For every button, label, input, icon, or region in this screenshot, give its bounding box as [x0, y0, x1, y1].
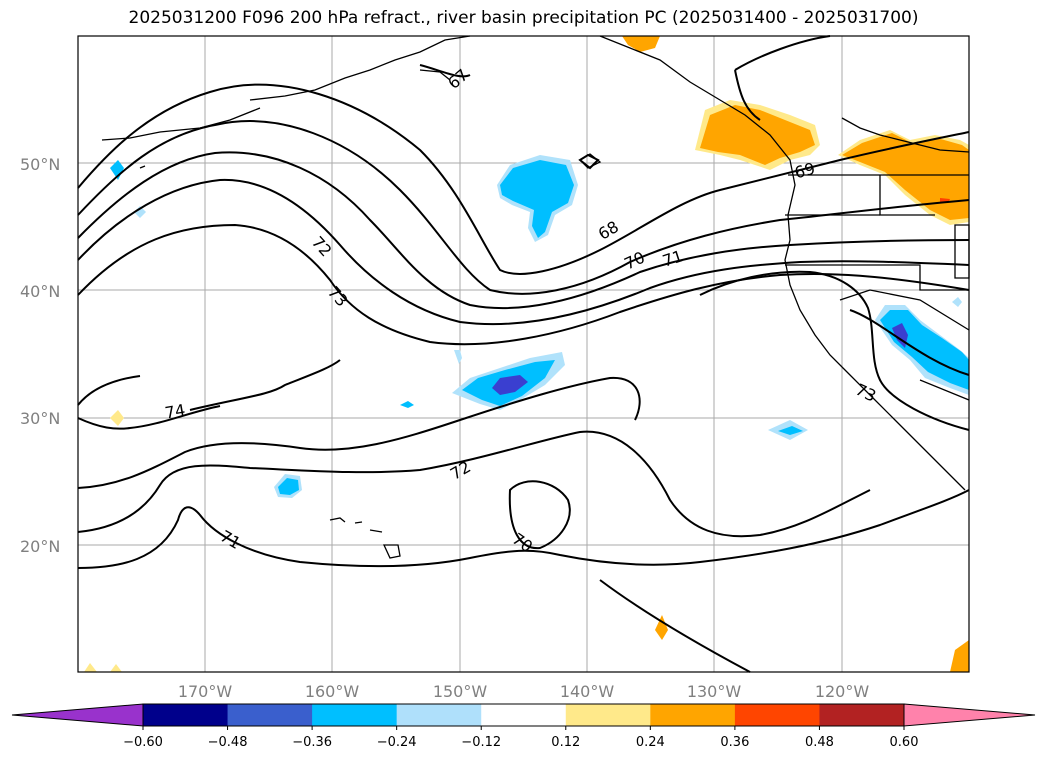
colorbar-label: 0.12: [551, 735, 580, 750]
lon-tick: 170°W: [178, 682, 233, 701]
lat-tick: 20°N: [20, 537, 60, 556]
colorbar-swatch: [819, 704, 905, 726]
pos-area-rockies: [842, 133, 969, 220]
map-area: 67 68 69 70 71 72 73 74 72 71 70 73: [77, 35, 970, 673]
pos-dot-1: [110, 410, 124, 426]
pos-dot-4: [110, 664, 122, 672]
colorbar-label: 0.48: [805, 735, 834, 750]
pos-area-top: [622, 36, 660, 52]
colorbar-swatch: [734, 704, 820, 726]
lon-tick: 130°W: [687, 682, 742, 701]
colorbar-swatch: [227, 704, 313, 726]
neg-area-east: [778, 426, 803, 435]
colorbar-label: −0.36: [292, 735, 332, 750]
pos-dot-2: [655, 615, 668, 640]
colorbar-label: −0.48: [208, 735, 248, 750]
colorbar-swatch: [481, 704, 567, 726]
neg-dot-2: [134, 206, 146, 218]
colorbar-swatch: [312, 704, 398, 726]
colorbar-label: 0.60: [890, 735, 919, 750]
lon-tick: 150°W: [433, 682, 488, 701]
colorbar-swatch: [650, 704, 736, 726]
map-frame: [77, 35, 970, 673]
map-title: 2025031200 F096 200 hPa refract., river …: [128, 8, 919, 28]
lon-tick-labels: 170°W 160°W 150°W 140°W 130°W 120°W: [178, 682, 870, 701]
lat-tick-labels: 50°N 40°N 30°N 20°N: [20, 155, 60, 556]
pos-dot-3: [84, 663, 97, 672]
neg-area-central-core: [492, 375, 528, 395]
colorbar-swatch: [565, 704, 651, 726]
colorbar-label: −0.12: [461, 735, 501, 750]
pos-area-bc: [700, 105, 815, 165]
neg-dot-5: [952, 297, 962, 307]
colorbar-extend-high: [903, 703, 1036, 727]
gridlines: [78, 36, 969, 672]
lat-tick: 50°N: [20, 155, 60, 174]
colorbar-swatch: [396, 704, 482, 726]
neg-area-npac: [500, 160, 574, 238]
colorbar-frame: [142, 703, 905, 727]
lat-tick: 30°N: [20, 409, 60, 428]
lon-tick: 160°W: [305, 682, 360, 701]
neg-area-hawaii: [278, 478, 299, 495]
lat-tick: 40°N: [20, 282, 60, 301]
pos-area-se: [950, 640, 969, 672]
lon-tick: 120°W: [815, 682, 870, 701]
colorbar-label: −0.60: [123, 735, 163, 750]
colorbar-labels: −0.60 −0.48 −0.36 −0.24 −0.12 0.12 0.24 0.36 0.4…: [123, 726, 918, 750]
colorbar: [11, 703, 1036, 727]
contour-label: 74: [163, 400, 186, 422]
contour-label: 69: [792, 159, 817, 183]
coastlines: [101, 35, 970, 559]
colorbar-label: 0.36: [720, 735, 749, 750]
contours: [77, 35, 970, 673]
neg-dot-4: [400, 401, 414, 408]
colorbar-swatch: [143, 704, 229, 726]
neg-dot-3: [454, 350, 462, 364]
colorbar-label: −0.24: [377, 735, 417, 750]
lon-tick: 140°W: [560, 682, 615, 701]
colorbar-label: 0.24: [636, 735, 665, 750]
colorbar-extend-low: [11, 703, 144, 727]
neg-dot-1: [110, 160, 124, 180]
